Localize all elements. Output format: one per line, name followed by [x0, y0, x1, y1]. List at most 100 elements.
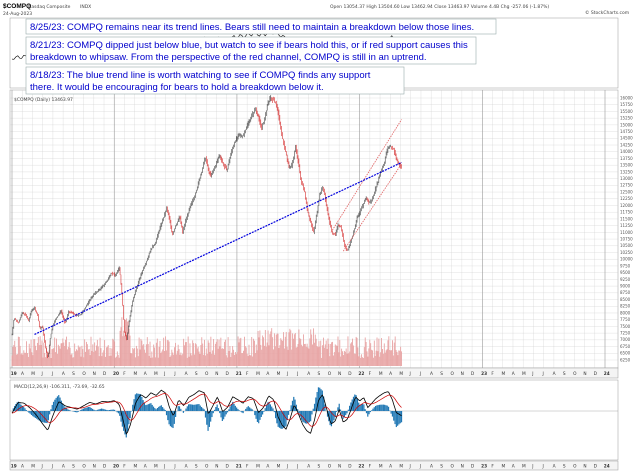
x-tick-label-bottom: D — [348, 464, 352, 470]
x-tick-label-bottom: M — [522, 464, 526, 470]
x-tick-label-bottom: M — [133, 464, 137, 470]
note-1: 8/25/23: COMPQ remains near its trend li… — [25, 18, 497, 35]
x-tick-label-bottom: A — [389, 464, 392, 470]
y-tick-label: 9250 — [620, 277, 631, 282]
chart-header: $COMPQ Nasdaq Composite INDX 24-Aug-2023… — [3, 3, 629, 17]
chart-date: 24-Aug-2023 — [3, 11, 32, 17]
x-tick-label-bottom: J — [419, 464, 421, 470]
x-tick-label-bottom: 24 — [604, 464, 610, 470]
x-tick-label-bottom: F — [246, 464, 249, 470]
x-tick-label: J — [286, 371, 288, 377]
y-tick-label: 8250 — [620, 304, 631, 309]
x-tick-label-bottom: M — [277, 464, 281, 470]
x-tick-label: 19 — [11, 371, 17, 377]
time-axis-ticks-bottom: 19 A M J J A S O N D 20 F M A M J J A S O N D 21 F M A M J J A S O N D 22 F… — [11, 464, 610, 470]
symbol-label: $COMPQ — [3, 3, 31, 10]
x-tick-label-bottom: J — [531, 464, 533, 470]
index-name: Nasdaq Composite — [28, 4, 71, 10]
time-gridlines — [11, 90, 606, 368]
x-tick-label: O — [82, 371, 86, 377]
x-tick-label-bottom: D — [103, 464, 107, 470]
x-tick-label: J — [419, 371, 421, 377]
x-tick-label-bottom: 20 — [113, 464, 119, 470]
volume-bars — [11, 317, 402, 366]
y-tick-label: 12500 — [620, 189, 633, 194]
x-tick-label: F — [246, 371, 249, 377]
x-tick-label-bottom: S — [318, 464, 321, 470]
x-tick-label-bottom: M — [256, 464, 260, 470]
note-2: 8/21/23: COMPQ dipped just below blue, b… — [25, 36, 477, 65]
y-tick-label: 11250 — [620, 223, 633, 228]
note-1-box — [25, 18, 497, 35]
price-legend: $COMPQ (Daily) 13463.97 — [14, 97, 73, 103]
y-tick-label: 10250 — [620, 250, 633, 255]
x-tick-label: S — [318, 371, 321, 377]
x-tick-label-bottom: S — [440, 464, 443, 470]
x-tick-label: M — [502, 371, 506, 377]
x-tick-label: S — [563, 371, 566, 377]
x-tick-label-bottom: J — [173, 464, 175, 470]
watermark: © StockCharts.com — [585, 9, 629, 16]
x-tick-label: 24 — [604, 371, 610, 377]
x-tick-label: D — [226, 371, 230, 377]
x-tick-label: O — [450, 371, 454, 377]
x-tick-label: J — [40, 371, 42, 377]
y-tick-label: 9000 — [620, 284, 631, 289]
y-tick-label: 12750 — [620, 183, 633, 188]
x-tick-label: A — [307, 371, 310, 377]
y-tick-label: 9500 — [620, 270, 631, 275]
x-tick-label-bottom: J — [51, 464, 53, 470]
x-tick-label-bottom: 23 — [481, 464, 487, 470]
x-tick-label: M — [31, 371, 35, 377]
x-tick-label: M — [256, 371, 260, 377]
price-panel — [9, 89, 619, 369]
x-axis-strip — [9, 367, 619, 379]
x-tick-label: M — [154, 371, 158, 377]
x-tick-label-bottom: A — [185, 464, 188, 470]
note-1-line-1: 8/25/23: COMPQ remains near its trend li… — [30, 22, 474, 33]
x-tick-label: J — [51, 371, 53, 377]
x-tick-label: 23 — [481, 371, 487, 377]
x-tick-label-bottom: J — [163, 464, 165, 470]
x-tick-label: S — [195, 371, 198, 377]
x-tick-label: O — [573, 371, 577, 377]
y-tick-label: 6250 — [620, 357, 631, 362]
y-tick-label: 16000 — [620, 95, 633, 100]
x-tick-label: 22 — [358, 371, 364, 377]
x-tick-label: A — [62, 371, 65, 377]
x-tick-label-bottom: N — [583, 464, 586, 470]
x-tick-label-bottom: F — [491, 464, 494, 470]
y-tick-label: 7500 — [620, 324, 631, 329]
x-tick-label: M — [399, 371, 403, 377]
x-tick-label-bottom: A — [21, 464, 24, 470]
y-tick-label: 7250 — [620, 331, 631, 336]
x-tick-label: A — [512, 371, 515, 377]
x-tick-label-bottom: N — [93, 464, 96, 470]
x-tick-label: A — [430, 371, 433, 377]
x-tick-label: J — [531, 371, 533, 377]
note-3-line-2: there. It would be encouraging for bears… — [30, 82, 324, 93]
blue-trend-line — [34, 161, 402, 336]
y-tick-label: 10750 — [620, 236, 633, 241]
x-tick-label-bottom: 22 — [358, 464, 364, 470]
x-tick-label-bottom: N — [215, 464, 218, 470]
x-tick-label: S — [440, 371, 443, 377]
y-tick-label: 13750 — [620, 156, 633, 161]
x-tick-label: J — [409, 371, 411, 377]
y-tick-label: 11750 — [620, 210, 633, 215]
x-tick-label: A — [553, 371, 556, 377]
exchange-label: INDX — [80, 4, 91, 10]
y-tick-label: 13000 — [620, 176, 633, 181]
x-tick-label-bottom: M — [399, 464, 403, 470]
x-tick-label: A — [266, 371, 269, 377]
note-2-line-2: breakdown to whipsaw. From the perspecti… — [30, 52, 427, 63]
x-tick-label: M — [277, 371, 281, 377]
x-tick-label-bottom: J — [286, 464, 288, 470]
x-tick-label: M — [379, 371, 383, 377]
y-tick-label: 11500 — [620, 216, 633, 221]
x-tick-label: J — [296, 371, 298, 377]
x-tick-label-bottom: D — [226, 464, 230, 470]
x-tick-label: 21 — [236, 371, 242, 377]
y-tick-label: 11000 — [620, 230, 633, 235]
x-tick-label-bottom: A — [62, 464, 65, 470]
